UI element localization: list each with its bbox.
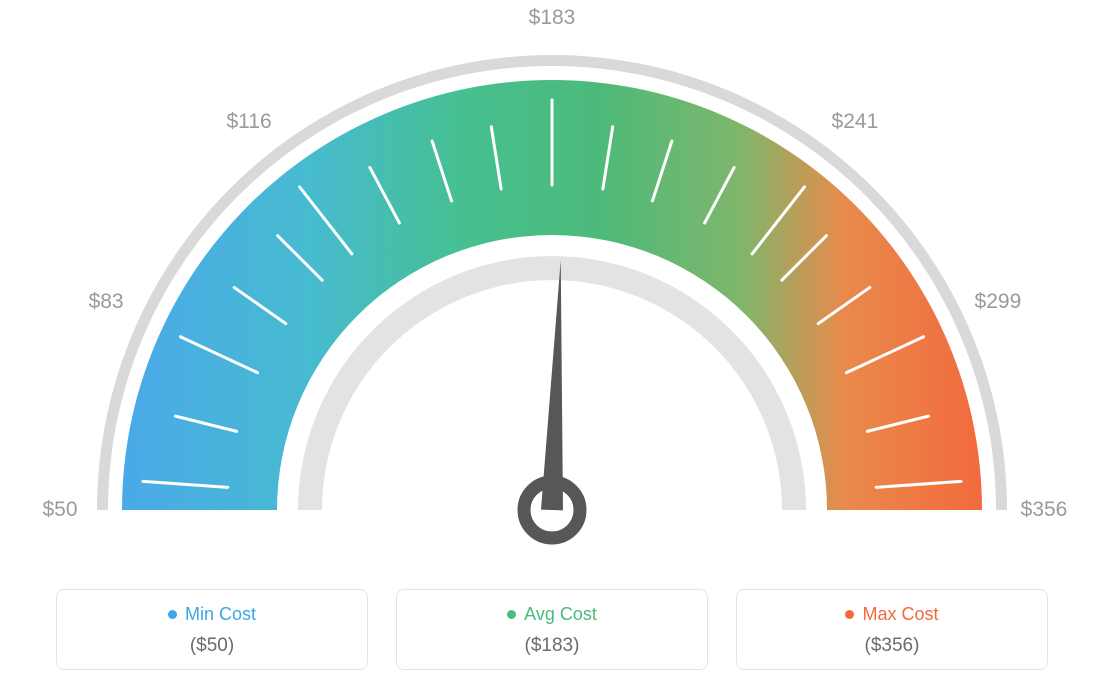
gauge-tick-label: $50 [42,498,77,522]
legend-row: Min Cost ($50) Avg Cost ($183) Max Cost … [0,589,1104,670]
legend-title-min: Min Cost [168,604,256,625]
legend-title-max-text: Max Cost [862,604,938,625]
gauge-tick-label: $83 [89,290,124,314]
dot-icon-avg [507,610,516,619]
legend-title-avg-text: Avg Cost [524,604,597,625]
dot-icon-max [845,610,854,619]
legend-value-max: ($356) [737,635,1047,657]
dot-icon-min [168,610,177,619]
legend-value-avg: ($183) [397,635,707,657]
legend-card-max: Max Cost ($356) [736,589,1048,670]
gauge-tick-label: $356 [1021,498,1068,522]
legend-card-min: Min Cost ($50) [56,589,368,670]
legend-title-max: Max Cost [845,604,938,625]
gauge-tick-label: $183 [529,6,576,30]
legend-value-min: ($50) [57,635,367,657]
gauge-tick-label: $299 [975,290,1022,314]
cost-gauge-container: $50 $83 $116 $183 $241 $299 $356 Min Cost ($50… [0,0,1104,690]
gauge-tick-label: $241 [832,110,879,134]
legend-title-avg: Avg Cost [507,604,597,625]
gauge-tick-label: $116 [227,110,272,134]
legend-title-min-text: Min Cost [185,604,256,625]
gauge-svg [0,0,1104,580]
gauge-area: $50 $83 $116 $183 $241 $299 $356 [0,0,1104,580]
legend-card-avg: Avg Cost ($183) [396,589,708,670]
